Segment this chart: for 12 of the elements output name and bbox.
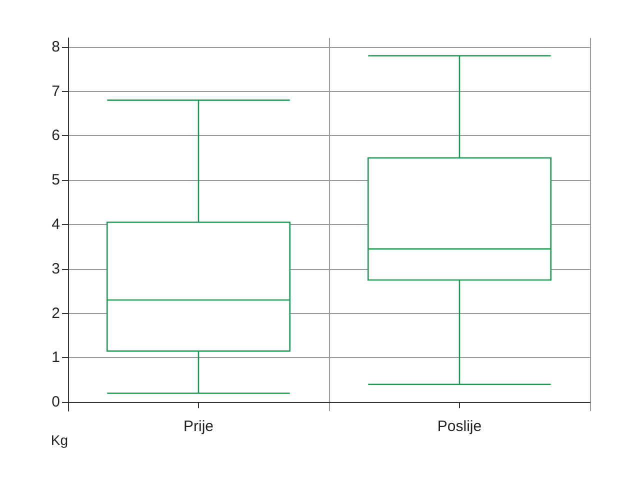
y-tick-label: 5 [52,172,60,189]
y-tick-label: 2 [52,304,60,322]
y-axis-title: Kg [50,432,68,448]
y-tick-label: 1 [52,349,60,366]
y-tick-label: 8 [52,38,60,56]
y-tick-label: 4 [52,216,60,233]
y-tick-label: 7 [52,82,60,100]
x-tick-label: Poslije [437,418,482,435]
y-tick-label: 3 [52,260,60,278]
y-tick-label: 0 [52,394,60,411]
x-tick-label: Prije [183,418,214,435]
y-tick-label: 6 [52,127,60,144]
